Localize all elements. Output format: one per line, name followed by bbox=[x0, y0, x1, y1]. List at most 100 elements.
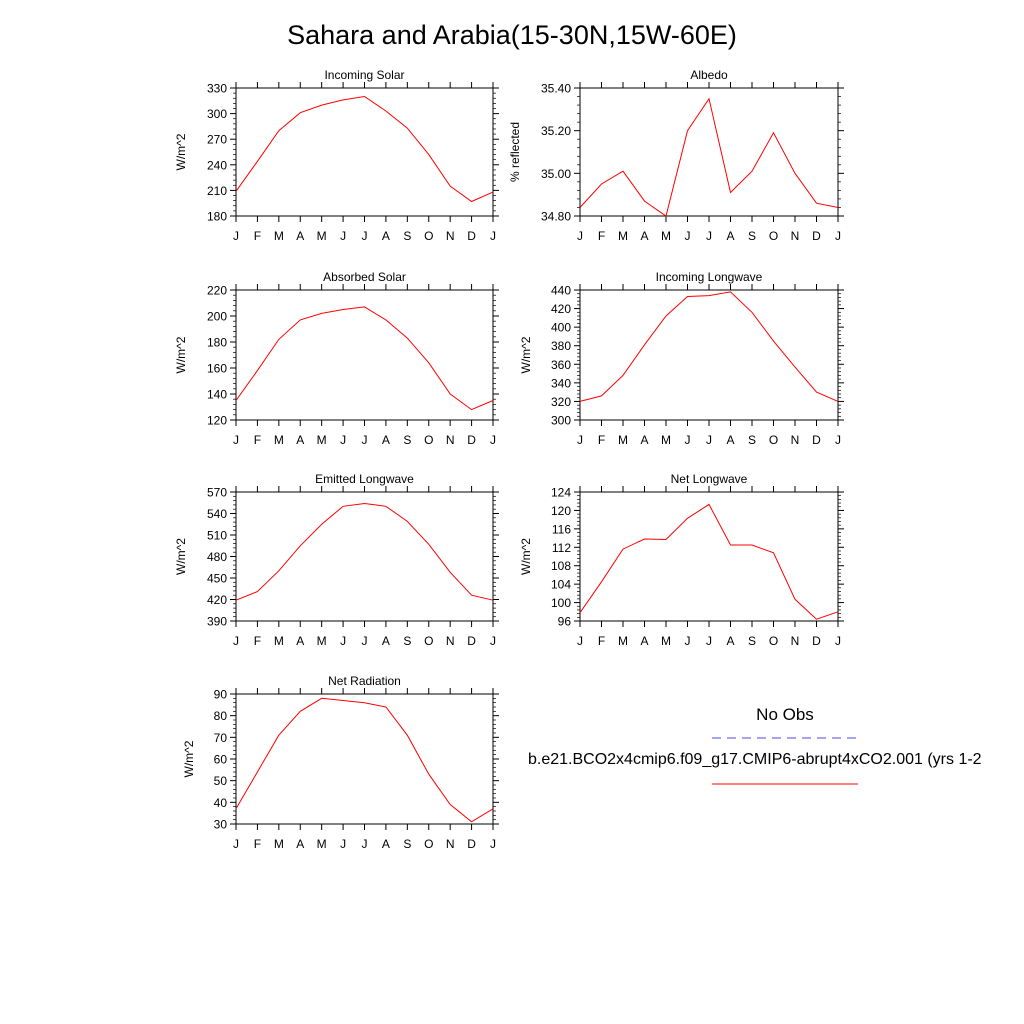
x-tick-label: J bbox=[362, 229, 368, 243]
x-tick-label: J bbox=[233, 229, 239, 243]
y-tick-label: 35.20 bbox=[541, 124, 571, 138]
panel-frame bbox=[579, 289, 839, 421]
x-tick-label: N bbox=[791, 634, 800, 648]
panel-title: Emitted Longwave bbox=[315, 472, 414, 486]
x-tick-label: M bbox=[274, 634, 284, 648]
series-line bbox=[235, 697, 494, 823]
x-tick-label: O bbox=[769, 634, 778, 648]
figure-title: Sahara and Arabia(15-30N,15W-60E) bbox=[287, 20, 737, 50]
x-tick-label: M bbox=[661, 634, 671, 648]
panel-frame bbox=[235, 693, 494, 825]
y-axis-label: W/m^2 bbox=[519, 538, 533, 575]
x-tick-label: J bbox=[577, 634, 583, 648]
y-tick-label: 340 bbox=[551, 376, 571, 390]
x-tick-label: D bbox=[812, 634, 821, 648]
y-tick-label: 180 bbox=[207, 210, 227, 224]
y-axis-label: W/m^2 bbox=[182, 740, 196, 777]
x-tick-label: D bbox=[467, 634, 476, 648]
y-tick-label: 104 bbox=[551, 578, 571, 592]
x-tick-label: D bbox=[467, 433, 476, 447]
x-tick-label: O bbox=[769, 433, 778, 447]
x-tick-label: J bbox=[835, 433, 841, 447]
x-tick-label: S bbox=[403, 433, 411, 447]
x-tick-label: A bbox=[382, 634, 390, 648]
x-tick-label: D bbox=[812, 229, 821, 243]
series-line bbox=[235, 95, 494, 203]
x-tick-label: J bbox=[490, 634, 496, 648]
panel-title: Incoming Solar bbox=[324, 68, 404, 82]
x-tick-label: M bbox=[274, 229, 284, 243]
x-tick-label: J bbox=[706, 634, 712, 648]
x-tick-label: A bbox=[726, 634, 734, 648]
x-tick-label: J bbox=[577, 229, 583, 243]
x-tick-label: S bbox=[403, 837, 411, 851]
x-tick-label: F bbox=[598, 433, 605, 447]
y-tick-label: 450 bbox=[207, 572, 227, 586]
x-tick-label: A bbox=[382, 229, 390, 243]
x-tick-label: O bbox=[424, 634, 433, 648]
x-tick-label: N bbox=[791, 433, 800, 447]
y-axis-label: W/m^2 bbox=[174, 133, 188, 170]
x-tick-label: S bbox=[748, 634, 756, 648]
x-tick-label: A bbox=[726, 433, 734, 447]
x-tick-label: S bbox=[403, 634, 411, 648]
x-tick-label: M bbox=[661, 229, 671, 243]
x-tick-label: J bbox=[362, 634, 368, 648]
panel-frame bbox=[579, 87, 839, 217]
series-line bbox=[579, 291, 839, 402]
x-tick-label: M bbox=[618, 634, 628, 648]
panel-frame bbox=[235, 491, 494, 622]
x-tick-label: J bbox=[490, 837, 496, 851]
x-tick-label: S bbox=[403, 229, 411, 243]
x-tick-label: N bbox=[791, 229, 800, 243]
x-tick-label: J bbox=[685, 634, 691, 648]
x-tick-label: D bbox=[467, 837, 476, 851]
y-tick-label: 124 bbox=[551, 486, 571, 500]
y-tick-label: 140 bbox=[207, 388, 227, 402]
x-tick-label: A bbox=[726, 229, 734, 243]
x-tick-label: J bbox=[490, 229, 496, 243]
y-tick-label: 35.00 bbox=[541, 167, 571, 181]
series-line bbox=[235, 306, 494, 411]
x-tick-label: O bbox=[424, 837, 433, 851]
x-tick-label: F bbox=[598, 229, 605, 243]
x-tick-label: M bbox=[274, 837, 284, 851]
panel-frame bbox=[235, 289, 494, 421]
y-tick-label: 420 bbox=[551, 302, 571, 316]
x-tick-label: F bbox=[254, 433, 261, 447]
y-tick-label: 420 bbox=[207, 593, 227, 607]
y-axis-label: W/m^2 bbox=[519, 336, 533, 373]
y-tick-label: 120 bbox=[551, 504, 571, 518]
x-tick-label: O bbox=[769, 229, 778, 243]
x-tick-label: M bbox=[317, 634, 327, 648]
x-tick-label: N bbox=[446, 634, 455, 648]
x-tick-label: A bbox=[640, 229, 648, 243]
y-tick-label: 90 bbox=[214, 688, 228, 702]
y-tick-label: 116 bbox=[552, 522, 571, 536]
x-tick-label: S bbox=[748, 229, 756, 243]
x-tick-label: N bbox=[446, 229, 455, 243]
x-tick-label: D bbox=[812, 433, 821, 447]
x-tick-label: A bbox=[296, 634, 304, 648]
x-tick-label: M bbox=[317, 229, 327, 243]
x-tick-label: N bbox=[446, 837, 455, 851]
x-tick-label: J bbox=[706, 433, 712, 447]
x-tick-label: O bbox=[424, 229, 433, 243]
y-tick-label: 70 bbox=[214, 731, 228, 745]
panel-title: Absorbed Solar bbox=[323, 270, 406, 284]
x-tick-label: J bbox=[340, 433, 346, 447]
series-line bbox=[235, 502, 494, 601]
x-tick-label: M bbox=[317, 837, 327, 851]
y-tick-label: 480 bbox=[207, 550, 227, 564]
x-tick-label: F bbox=[598, 634, 605, 648]
x-tick-label: A bbox=[296, 837, 304, 851]
x-tick-label: J bbox=[835, 229, 841, 243]
y-tick-label: 270 bbox=[207, 133, 227, 147]
x-tick-label: A bbox=[640, 634, 648, 648]
panel-title: Albedo bbox=[690, 68, 728, 82]
x-tick-label: F bbox=[254, 229, 261, 243]
y-tick-label: 330 bbox=[207, 82, 227, 96]
x-tick-label: J bbox=[362, 433, 368, 447]
x-tick-label: J bbox=[233, 634, 239, 648]
series-line bbox=[579, 97, 839, 217]
